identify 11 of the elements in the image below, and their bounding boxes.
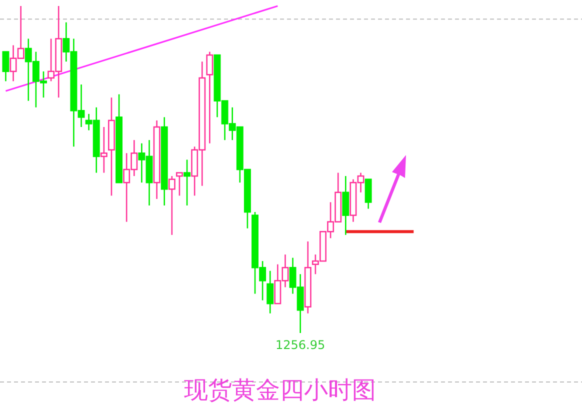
candlestick	[266, 270, 274, 314]
text: 现货黄金四小时图	[184, 376, 376, 404]
candlestick	[2, 51, 10, 82]
text: 1256.95	[276, 338, 326, 352]
candlestick	[364, 178, 372, 210]
candlestick	[176, 172, 183, 196]
candlestick	[168, 175, 176, 236]
candlestick	[100, 126, 108, 174]
candlestick	[184, 159, 191, 206]
candlestick	[342, 175, 350, 236]
candlestick	[206, 51, 214, 144]
